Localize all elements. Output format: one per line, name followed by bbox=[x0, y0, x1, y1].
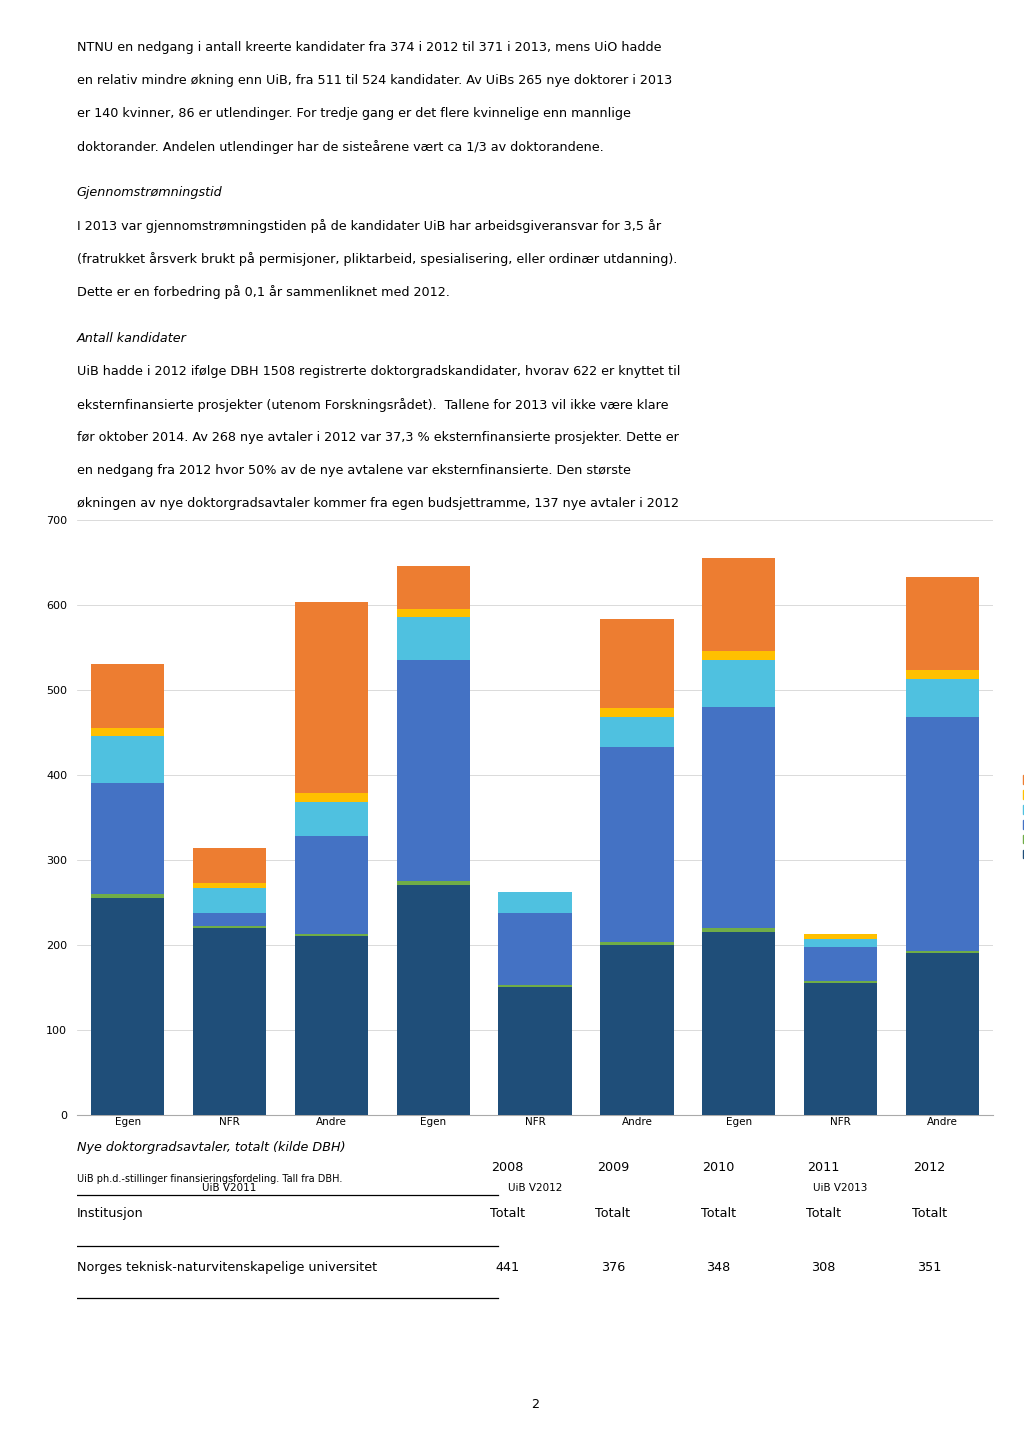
Text: er 140 kvinner, 86 er utlendinger. For tredje gang er det flere kvinnelige enn m: er 140 kvinner, 86 er utlendinger. For t… bbox=[77, 107, 631, 120]
Bar bbox=[702, 707, 775, 928]
Text: Nye avtaler ved UiB fra våren 2011 til våren 2013 (kilde DBH): Nye avtaler ved UiB fra våren 2011 til v… bbox=[77, 606, 472, 620]
Bar bbox=[600, 746, 674, 943]
Text: mot 76 i 2011. Her har UiB en større økning enn både UiO og NTNU, som øker med h: mot 76 i 2011. Her har UiB en større økn… bbox=[77, 531, 655, 544]
Text: 351: 351 bbox=[916, 1261, 941, 1274]
Bar bbox=[295, 934, 368, 936]
Bar bbox=[396, 617, 470, 659]
Bar bbox=[804, 938, 878, 947]
Bar bbox=[905, 669, 979, 678]
Text: Nye doktorgradsavtaler, totalt (kilde DBH): Nye doktorgradsavtaler, totalt (kilde DB… bbox=[77, 1141, 345, 1154]
Bar bbox=[396, 659, 470, 881]
Bar bbox=[193, 914, 266, 925]
Text: UiB V2011: UiB V2011 bbox=[203, 1183, 257, 1193]
Bar bbox=[499, 892, 571, 914]
Text: 2: 2 bbox=[531, 1398, 539, 1411]
Bar bbox=[905, 577, 979, 669]
Text: Institusjon: Institusjon bbox=[77, 1206, 143, 1219]
Bar bbox=[396, 567, 470, 609]
Legend: SV, PSYK, MOF, MN, JUS, HF: SV, PSYK, MOF, MN, JUS, HF bbox=[1019, 771, 1024, 863]
Text: en relativ mindre økning enn UiB, fra 511 til 524 kandidater. Av UiBs 265 nye do: en relativ mindre økning enn UiB, fra 51… bbox=[77, 74, 672, 87]
Text: Totalt: Totalt bbox=[489, 1206, 525, 1219]
Bar bbox=[804, 982, 878, 983]
Text: 376: 376 bbox=[601, 1261, 625, 1274]
Text: Dette er en forbedring på 0,1 år sammenliknet med 2012.: Dette er en forbedring på 0,1 år sammenl… bbox=[77, 285, 450, 299]
Bar bbox=[600, 619, 674, 709]
Text: 2010: 2010 bbox=[702, 1161, 734, 1174]
Bar bbox=[804, 934, 878, 938]
Bar bbox=[804, 947, 878, 982]
Text: 441: 441 bbox=[496, 1261, 519, 1274]
Bar bbox=[91, 727, 165, 736]
Text: 308: 308 bbox=[812, 1261, 836, 1274]
Text: eksternfinansierte prosjekter (utenom Forskningsrådet).  Tallene for 2013 vil ik: eksternfinansierte prosjekter (utenom Fo… bbox=[77, 398, 669, 412]
Bar bbox=[905, 953, 979, 1115]
Bar bbox=[91, 784, 165, 894]
Bar bbox=[499, 988, 571, 1115]
Bar bbox=[600, 943, 674, 944]
Bar bbox=[396, 609, 470, 617]
Bar bbox=[295, 836, 368, 934]
Bar bbox=[702, 558, 775, 651]
Text: Gjennomstrømningstid: Gjennomstrømningstid bbox=[77, 187, 222, 200]
Text: I 2013 var gjennomstrømningstiden på de kandidater UiB har arbeidsgiveransvar fo: I 2013 var gjennomstrømningstiden på de … bbox=[77, 220, 660, 233]
Bar bbox=[905, 678, 979, 717]
Bar bbox=[702, 659, 775, 707]
Bar bbox=[702, 928, 775, 931]
Bar bbox=[905, 717, 979, 950]
Bar bbox=[499, 914, 571, 985]
Bar bbox=[499, 985, 571, 988]
Text: UiB ph.d.-stillinger finansieringsfordeling. Tall fra DBH.: UiB ph.d.-stillinger finansieringsfordel… bbox=[77, 1174, 342, 1184]
Text: UiB V2012: UiB V2012 bbox=[508, 1183, 562, 1193]
Text: UiB hadde i 2012 ifølge DBH 1508 registrerte doktorgradskandidater, hvorav 622 e: UiB hadde i 2012 ifølge DBH 1508 registr… bbox=[77, 364, 680, 377]
Text: 2012: 2012 bbox=[913, 1161, 945, 1174]
Bar bbox=[91, 898, 165, 1115]
Bar bbox=[600, 944, 674, 1115]
Text: Antall kandidater: Antall kandidater bbox=[77, 331, 186, 344]
Bar bbox=[295, 602, 368, 794]
Bar bbox=[295, 803, 368, 836]
Text: økningen av nye doktorgradsavtaler kommer fra egen budsjettramme, 137 nye avtale: økningen av nye doktorgradsavtaler komme… bbox=[77, 497, 679, 510]
Text: og 36.: og 36. bbox=[77, 562, 117, 576]
Bar bbox=[295, 794, 368, 803]
Bar bbox=[91, 664, 165, 727]
Text: en nedgang fra 2012 hvor 50% av de nye avtalene var eksternfinansierte. Den stør: en nedgang fra 2012 hvor 50% av de nye a… bbox=[77, 464, 631, 477]
Text: NTNU en nedgang i antall kreerte kandidater fra 374 i 2012 til 371 i 2013, mens : NTNU en nedgang i antall kreerte kandida… bbox=[77, 40, 662, 54]
Text: 2009: 2009 bbox=[597, 1161, 629, 1174]
Bar bbox=[600, 709, 674, 717]
Text: Totalt: Totalt bbox=[700, 1206, 736, 1219]
Bar bbox=[193, 928, 266, 1115]
Text: doktorander. Andelen utlendinger har de sisteårene vært ca 1/3 av doktorandene.: doktorander. Andelen utlendinger har de … bbox=[77, 140, 603, 153]
Text: Totalt: Totalt bbox=[911, 1206, 947, 1219]
Text: 348: 348 bbox=[707, 1261, 730, 1274]
Bar bbox=[193, 925, 266, 928]
Text: Totalt: Totalt bbox=[595, 1206, 631, 1219]
Bar bbox=[295, 936, 368, 1115]
Bar bbox=[396, 885, 470, 1115]
Bar bbox=[193, 884, 266, 888]
Bar bbox=[702, 931, 775, 1115]
Bar bbox=[193, 847, 266, 884]
Text: UiB V2013: UiB V2013 bbox=[813, 1183, 867, 1193]
Bar bbox=[600, 717, 674, 746]
Text: Norges teknisk-naturvitenskapelige universitet: Norges teknisk-naturvitenskapelige unive… bbox=[77, 1261, 377, 1274]
Text: Totalt: Totalt bbox=[806, 1206, 842, 1219]
Text: før oktober 2014. Av 268 nye avtaler i 2012 var 37,3 % eksternfinansierte prosje: før oktober 2014. Av 268 nye avtaler i 2… bbox=[77, 431, 679, 444]
Text: (fratrukket årsverk brukt på permisjoner, pliktarbeid, spesialisering, eller ord: (fratrukket årsverk brukt på permisjoner… bbox=[77, 253, 677, 266]
Text: 2011: 2011 bbox=[808, 1161, 840, 1174]
Bar bbox=[396, 881, 470, 885]
Bar bbox=[702, 651, 775, 659]
Bar bbox=[91, 736, 165, 784]
Bar bbox=[91, 894, 165, 898]
Text: 2008: 2008 bbox=[492, 1161, 523, 1174]
Bar bbox=[193, 888, 266, 914]
Bar bbox=[905, 950, 979, 953]
Bar bbox=[804, 983, 878, 1115]
